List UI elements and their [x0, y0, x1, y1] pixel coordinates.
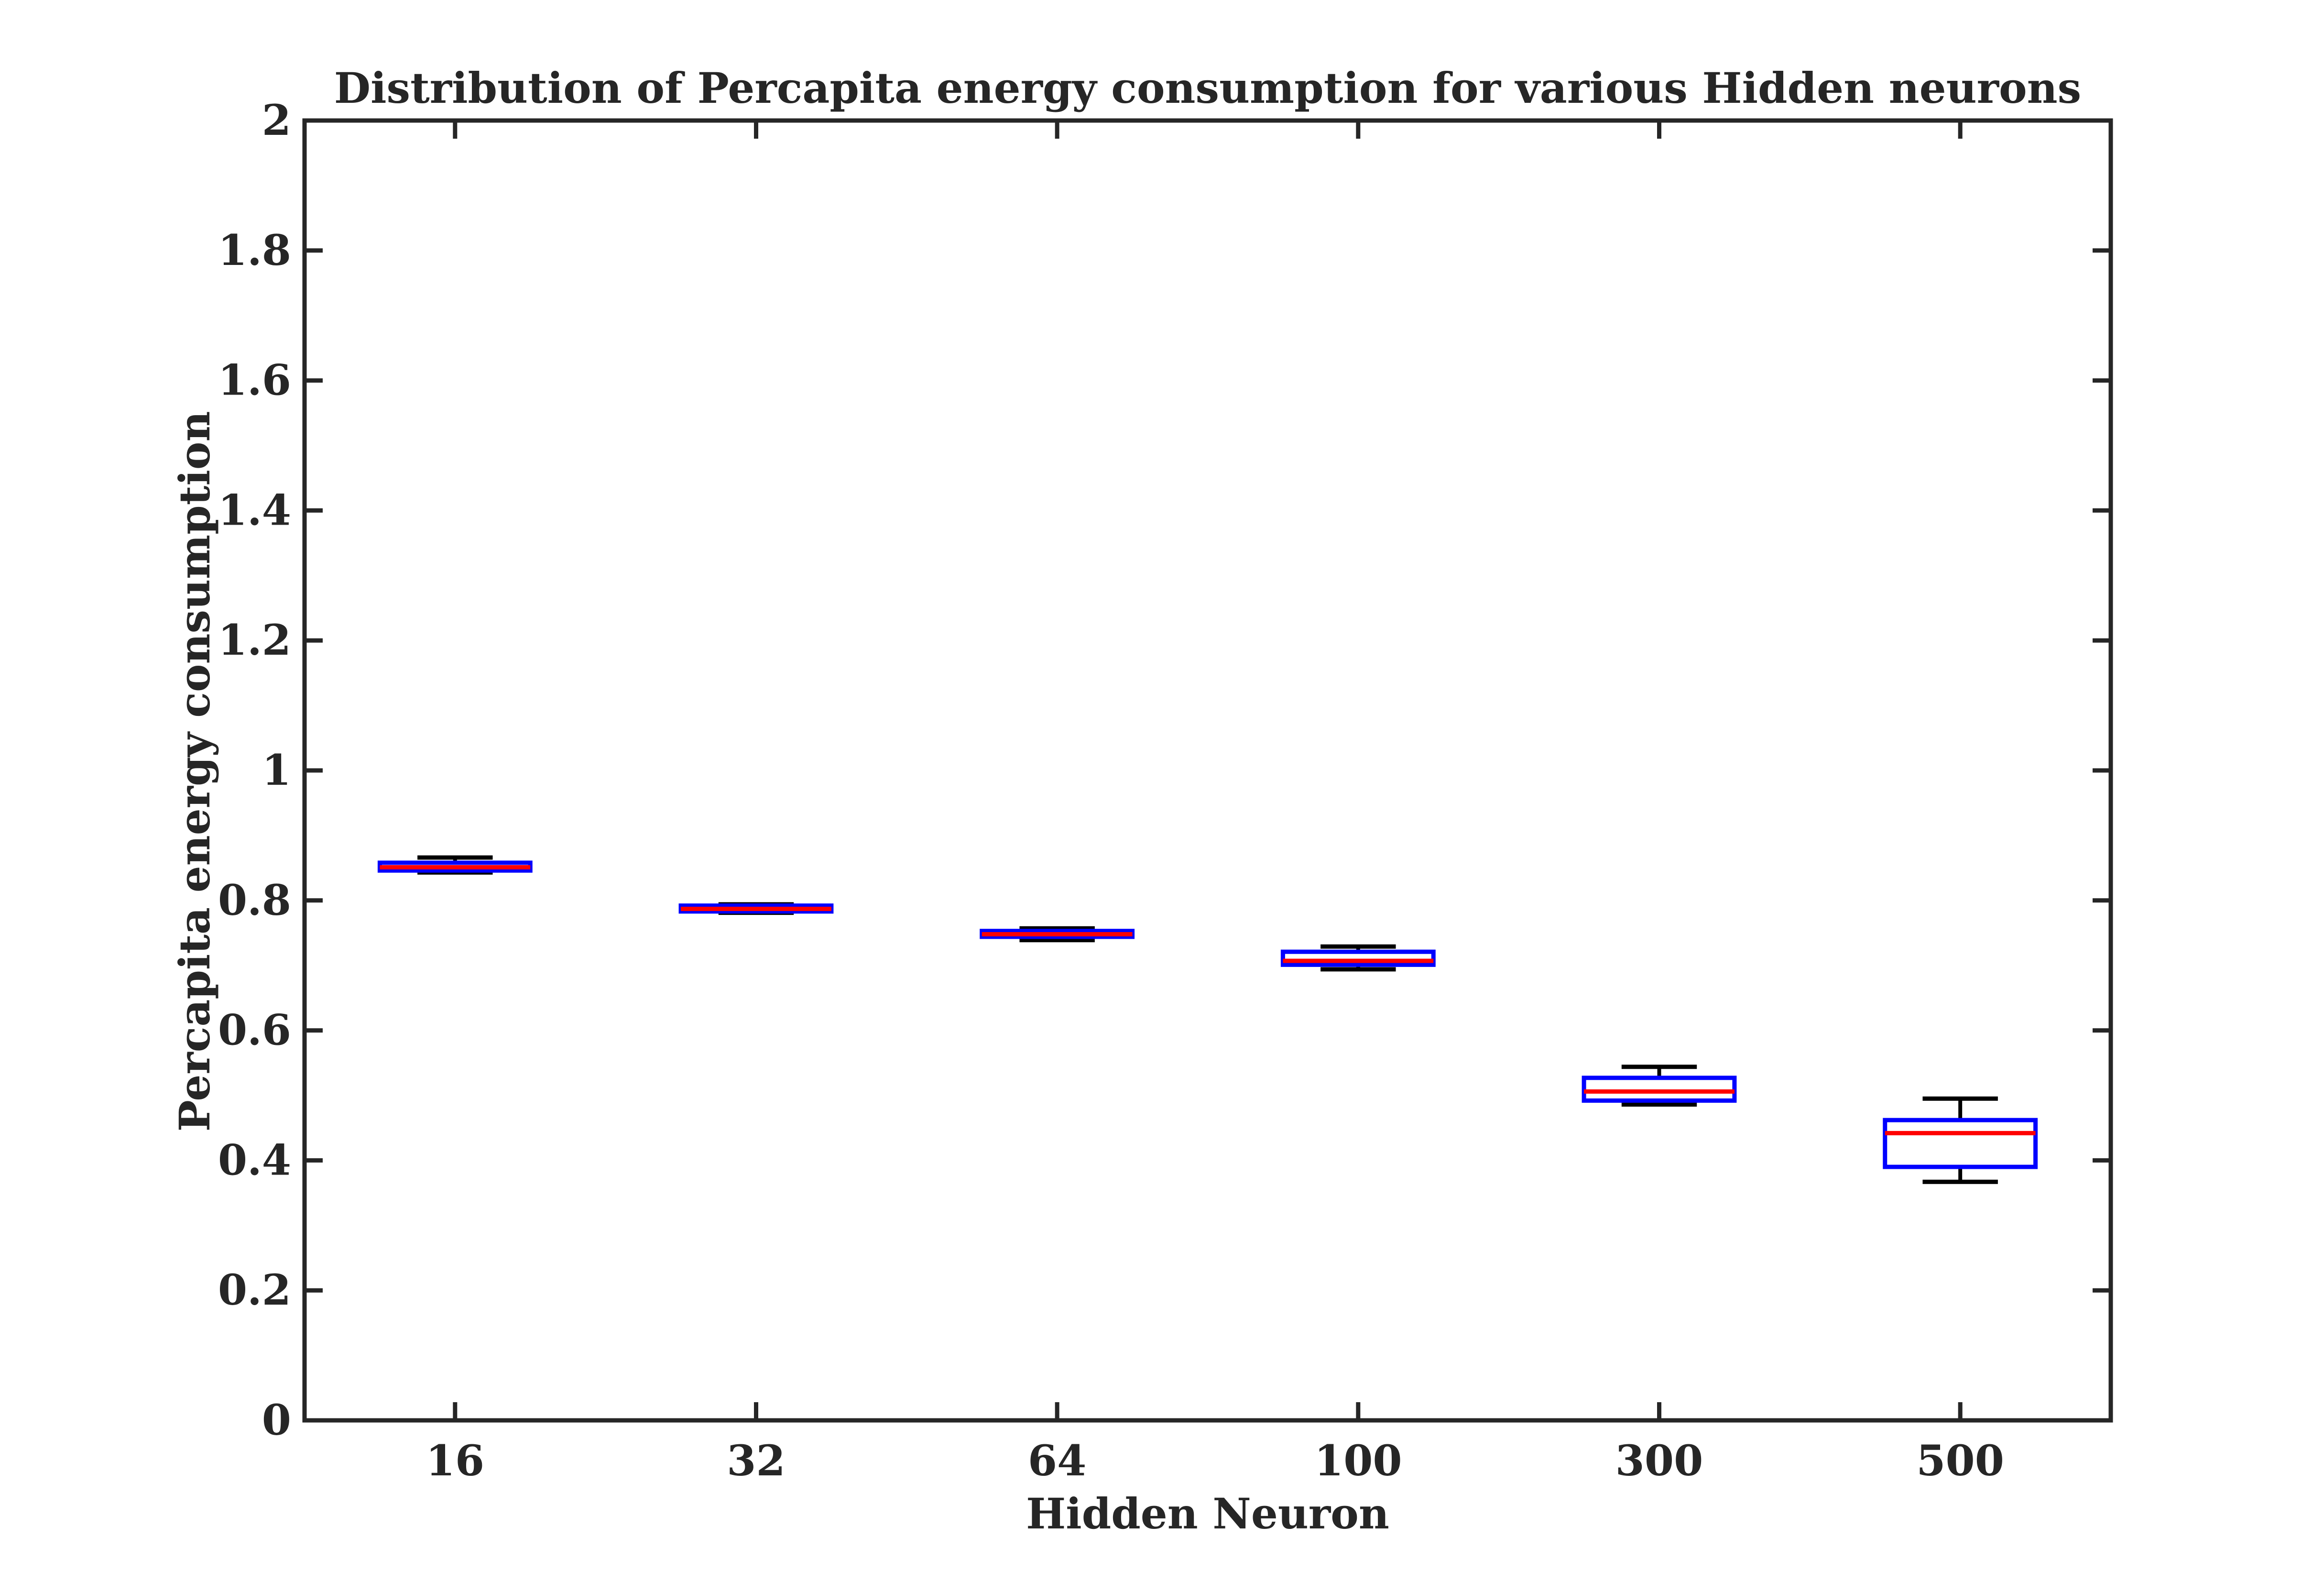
x-tick-label: 500 — [1916, 1436, 2004, 1485]
x-tick-label: 32 — [727, 1436, 785, 1485]
plot-area — [377, 855, 2038, 1184]
y-tick-label: 1 — [262, 745, 291, 795]
y-tick-label: 1.6 — [218, 355, 291, 405]
plot-frame — [302, 118, 2113, 1423]
box-100 — [1280, 944, 1436, 972]
y-tick-label: 0.4 — [218, 1135, 291, 1185]
y-tick-label: 0.2 — [218, 1265, 291, 1315]
x-tick-label: 300 — [1615, 1436, 1703, 1485]
x-tick-label: 64 — [1028, 1436, 1086, 1485]
y-tick-label: 0 — [262, 1395, 291, 1445]
iqr-box — [1883, 1118, 2038, 1169]
iqr-box — [1582, 1076, 1737, 1103]
axis-ticks: 0 0.2 0.4 0.6 0.8 1 1.2 1.4 1.6 1.8 2 16 32 64 100 300 5… — [218, 95, 2111, 1485]
y-tick-label: 1.4 — [218, 485, 291, 535]
box-64 — [980, 926, 1135, 943]
y-tick-label: 1.8 — [218, 225, 291, 275]
chart-title: Distribution of Percapita energy consump… — [334, 63, 2081, 113]
y-tick-label: 0.6 — [218, 1005, 291, 1055]
y-axis-label: Percapita energy consumption — [170, 411, 219, 1132]
x-axis-label: Hidden Neuron — [1026, 1489, 1389, 1538]
box-16 — [377, 855, 533, 875]
box-32 — [678, 902, 834, 915]
y-tick-label: 0.8 — [218, 875, 291, 925]
y-tick-label: 1.2 — [218, 615, 291, 665]
x-tick-label: 16 — [426, 1436, 484, 1485]
box-500 — [1883, 1096, 2038, 1184]
x-tick-label: 100 — [1314, 1436, 1402, 1485]
y-tick-label: 2 — [262, 95, 291, 145]
box-300 — [1582, 1065, 1737, 1107]
